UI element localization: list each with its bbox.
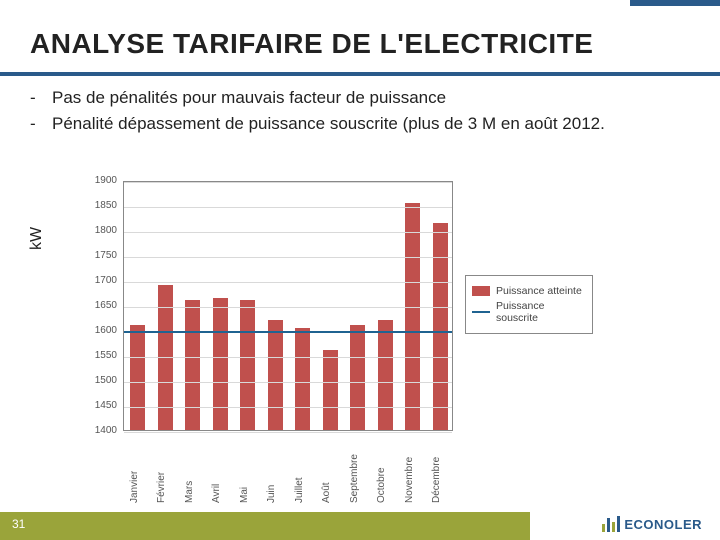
x-tick-label: Octobre (376, 467, 387, 503)
x-tick-label: Janvier (129, 471, 140, 503)
x-tick-label: Mars (184, 481, 195, 503)
bar (185, 300, 200, 430)
bar (350, 325, 365, 430)
y-tick-label: 1400 (77, 425, 117, 436)
x-tick-label: Février (156, 472, 167, 503)
power-chart: JanvierFévrierMarsAvrilMaiJuinJuilletAoû… (75, 175, 595, 465)
bar (433, 223, 448, 431)
reference-line (124, 331, 452, 333)
top-accent (630, 0, 720, 6)
bar (240, 300, 255, 430)
bar (378, 320, 393, 430)
plot-area (123, 181, 453, 431)
gridline (124, 232, 452, 233)
y-tick-label: 1750 (77, 250, 117, 261)
bullet-text: Pénalité dépassement de puissance souscr… (52, 112, 605, 136)
legend-swatch-line (472, 311, 490, 313)
x-tick-label: Mai (239, 487, 250, 503)
y-tick-label: 1900 (77, 175, 117, 186)
gridline (124, 182, 452, 183)
legend: Puissance atteinte Puissance souscrite (465, 275, 593, 334)
bar (268, 320, 283, 430)
footer-bar: 31 (0, 512, 530, 540)
bar (130, 325, 145, 430)
bullet-text: Pas de pénalités pour mauvais facteur de… (52, 86, 446, 110)
gridline (124, 357, 452, 358)
bullet-item: - Pénalité dépassement de puissance sous… (30, 112, 700, 136)
logo-text: ECONOLER (624, 517, 702, 532)
page-title: ANALYSE TARIFAIRE DE L'ELECTRICITE (30, 28, 593, 60)
bar (213, 298, 228, 431)
gridline (124, 257, 452, 258)
slide: ANALYSE TARIFAIRE DE L'ELECTRICITE - Pas… (0, 0, 720, 540)
x-tick-label: Avril (211, 484, 222, 503)
gridline (124, 207, 452, 208)
y-tick-label: 1850 (77, 200, 117, 211)
gridline (124, 407, 452, 408)
y-tick-label: 1800 (77, 225, 117, 236)
footer: 31 ECONOLER (0, 512, 720, 540)
x-tick-label: Juin (266, 485, 277, 503)
x-tick-label: Septembre (349, 454, 360, 503)
page-number: 31 (12, 517, 25, 531)
bullet-dash: - (30, 112, 52, 136)
x-tick-label: Décembre (431, 457, 442, 503)
legend-label: Puissance souscrite (496, 300, 586, 324)
logo-bars-icon (602, 516, 620, 532)
x-tick-label: Août (321, 482, 332, 503)
x-tick-label: Juillet (294, 477, 305, 503)
y-tick-label: 1450 (77, 400, 117, 411)
y-tick-label: 1600 (77, 325, 117, 336)
bars-layer (124, 182, 452, 430)
legend-item: Puissance atteinte (472, 285, 586, 297)
bullet-dash: - (30, 86, 52, 110)
legend-label: Puissance atteinte (496, 285, 582, 297)
logo: ECONOLER (602, 512, 702, 536)
y-tick-label: 1550 (77, 350, 117, 361)
legend-swatch-box (472, 286, 490, 296)
x-labels: Janvier Février Mars Avril Mai Juin Juillet Aoû… (123, 433, 453, 503)
bar (405, 203, 420, 431)
bullet-item: - Pas de pénalités pour mauvais facteur … (30, 86, 700, 110)
gridline (124, 307, 452, 308)
bullet-list: - Pas de pénalités pour mauvais facteur … (30, 86, 700, 138)
y-tick-label: 1650 (77, 300, 117, 311)
bar (295, 328, 310, 431)
bar (323, 350, 338, 430)
y-tick-label: 1700 (77, 275, 117, 286)
gridline (124, 382, 452, 383)
y-axis-label: kW (28, 227, 46, 250)
legend-item: Puissance souscrite (472, 300, 586, 324)
title-underline (0, 72, 720, 76)
x-tick-label: Novembre (404, 457, 415, 503)
gridline (124, 282, 452, 283)
y-tick-label: 1500 (77, 375, 117, 386)
